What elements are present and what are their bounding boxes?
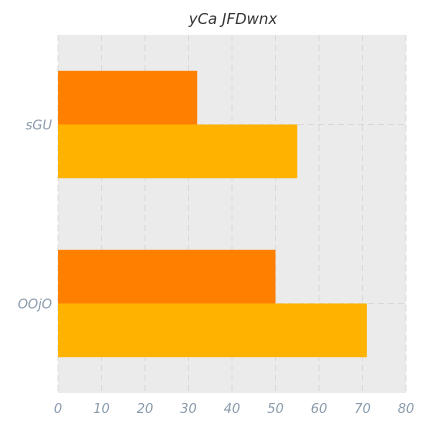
- x-tick-label: 50: [267, 402, 284, 417]
- x-tick-label: 80: [398, 402, 415, 417]
- x-tick-label: 20: [137, 402, 154, 417]
- y-axis-ticks: sGU OOjO: [18, 119, 53, 313]
- y-tick-label: OOjO: [18, 298, 52, 313]
- x-tick-label: 70: [354, 402, 371, 417]
- bar-sGU-series-2: [58, 124, 298, 179]
- bar-OOjO-series-1: [58, 249, 276, 304]
- x-tick-label: 30: [180, 402, 197, 417]
- chart-title: yCa JFDwnx: [188, 10, 278, 28]
- bar-sGU-series-1: [58, 70, 198, 125]
- y-tick-label: sGU: [26, 119, 53, 134]
- x-tick-label: 40: [224, 402, 241, 417]
- x-tick-label: 10: [93, 402, 110, 417]
- bars: [58, 70, 367, 358]
- x-tick-label: 60: [311, 402, 328, 417]
- bar-OOjO-series-2: [58, 303, 367, 358]
- x-tick-label: 0: [54, 402, 62, 417]
- x-axis-ticks: 0 10 20 30 40 50 60 70 80: [54, 402, 414, 417]
